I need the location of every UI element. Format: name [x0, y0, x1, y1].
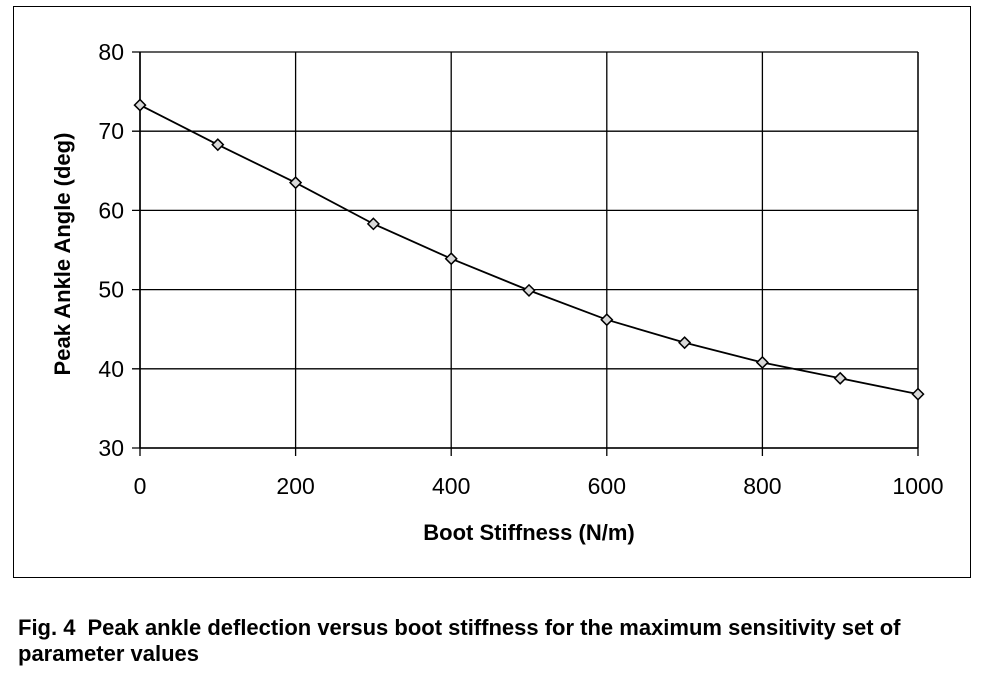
y-tick-label: 30: [98, 435, 124, 461]
data-point: [678, 336, 692, 350]
figure-number: Fig. 4: [18, 615, 76, 640]
x-tick-label: 1000: [892, 473, 943, 499]
caption-text: Peak ankle deflection versus boot stiffn…: [18, 615, 901, 666]
x-tick-label: 200: [276, 473, 314, 499]
chart-frame: [13, 6, 971, 578]
data-point: [911, 387, 925, 401]
data-point: [211, 138, 225, 152]
y-axis-title: Peak Ankle Angle (deg): [50, 133, 75, 376]
y-tick-label: 60: [98, 197, 124, 223]
data-point: [755, 355, 769, 370]
series-line: [139, 104, 919, 396]
data-point: [366, 217, 380, 231]
figure-caption: Fig. 4 Peak ankle deflection versus boot …: [18, 615, 978, 667]
data-point: [833, 371, 847, 385]
x-tick-label: 600: [588, 473, 626, 499]
x-axis-title: Boot Stiffness (N/m): [423, 520, 634, 545]
y-tick-label: 50: [98, 277, 124, 303]
data-point: [444, 252, 458, 266]
data-point: [133, 98, 147, 112]
data-point: [289, 176, 303, 190]
data-point: [600, 313, 614, 327]
y-tick-label: 80: [98, 39, 124, 65]
data-point: [522, 283, 536, 297]
x-tick-label: 0: [134, 473, 147, 499]
axes: [139, 52, 919, 449]
x-tick-label: 400: [432, 473, 470, 499]
data-series: [133, 98, 925, 401]
y-tick-label: 70: [98, 118, 124, 144]
y-tick-label: 40: [98, 356, 124, 382]
x-tick-label: 800: [743, 473, 781, 499]
grid-lines: [132, 51, 919, 456]
